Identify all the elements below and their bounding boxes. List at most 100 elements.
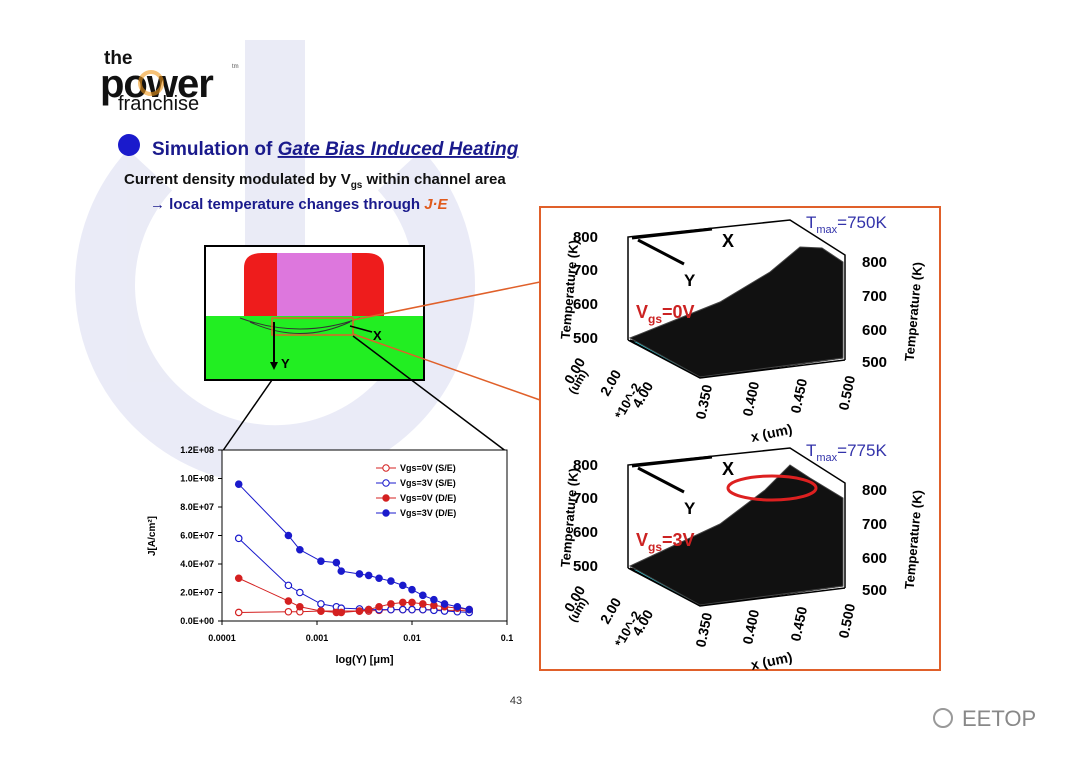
- x-axis-label: log(Y) [μm]: [335, 654, 393, 666]
- vgs-label: Vgs=3V: [636, 530, 695, 554]
- x-tick-label: 0.400: [739, 608, 762, 646]
- logo-top: the: [104, 48, 133, 69]
- x-tick-label: 0.001: [306, 633, 329, 643]
- data-point: [408, 598, 416, 607]
- x-tick-label: 0.450: [787, 377, 810, 415]
- page-number: 43: [510, 695, 522, 707]
- x-tick-label: 0.350: [692, 611, 715, 649]
- data-point: [387, 577, 395, 585]
- z-tick-label: 800: [862, 254, 887, 271]
- z-tick-label: 600: [573, 296, 598, 313]
- y-tick-label: 1.2E+08: [180, 445, 214, 455]
- logo-bottom: franchise: [118, 93, 199, 115]
- line1: Current density modulated by Vgs within …: [124, 171, 506, 191]
- line1-text: Current density modulated by V: [124, 171, 351, 188]
- y-tick-label: 2.0E+07: [180, 588, 214, 598]
- legend-marker: [382, 494, 390, 502]
- wechat-icon: [933, 708, 953, 728]
- surface-axis: [627, 339, 846, 379]
- logo-power-icon: [138, 70, 164, 96]
- z-tick-label: 700: [573, 490, 598, 507]
- surface-mesh: [628, 246, 844, 378]
- legend-label: Vgs=0V (S/E): [400, 463, 456, 473]
- tmax-value: =750K: [837, 213, 887, 232]
- data-point: [296, 588, 304, 597]
- logo-main: power: [100, 62, 213, 106]
- data-point: [234, 574, 243, 583]
- logo-tm: tm: [232, 64, 239, 70]
- z-tick-label: 600: [862, 322, 887, 339]
- x-tick-label: 0.01: [403, 633, 421, 643]
- data-point: [317, 607, 325, 615]
- data-point: [364, 605, 373, 614]
- legend-label: Vgs=3V (S/E): [400, 478, 456, 488]
- data-point: [234, 480, 243, 489]
- surface-frame: [627, 447, 846, 588]
- x-tick-label: 0.1: [501, 633, 514, 643]
- x-tick-label: 0.500: [835, 602, 858, 640]
- data-point: [337, 608, 346, 617]
- data-point: [440, 600, 449, 608]
- line2: → local temperature changes through J·E: [150, 196, 449, 213]
- data-point: [284, 607, 293, 616]
- vgs-prefix: V: [636, 302, 648, 322]
- data-point: [419, 600, 427, 608]
- tmax-label: Tmax=750K: [806, 213, 887, 236]
- zoom-line: [352, 335, 508, 453]
- data-point: [296, 545, 304, 554]
- vgs-value: =3V: [662, 530, 695, 550]
- z-tick-label: 800: [862, 482, 887, 499]
- tmax-sub: max: [816, 224, 837, 236]
- data-point: [408, 605, 416, 614]
- arrow-x-label: X: [722, 459, 734, 479]
- tmax-sub: max: [816, 452, 837, 464]
- vgs-label: Vgs=0V: [636, 302, 695, 326]
- data-point: [332, 558, 341, 567]
- y-tick-label: 1.0E+08: [180, 474, 214, 484]
- y-tick-label: 8.0E+07: [180, 502, 214, 512]
- legend-marker: [382, 479, 390, 487]
- line2-emphasis: J·E: [424, 196, 448, 213]
- data-point: [375, 602, 383, 611]
- zoom-line: [352, 333, 541, 401]
- data-point: [284, 581, 293, 590]
- tmax-prefix: T: [806, 213, 816, 232]
- data-point: [317, 557, 325, 565]
- heading: Simulation of Gate Bias Induced Heating: [152, 139, 519, 160]
- tmax-label: Tmax=775K: [806, 441, 887, 464]
- data-point: [408, 585, 416, 594]
- current-density-chart: 0.0E+00 2.0E+07 4.0E+07 6.0E+07 8.0E+07 1.0E+…: [147, 445, 513, 666]
- data-point: [375, 574, 383, 583]
- z-tick-label: 500: [573, 330, 598, 347]
- legend-label: Vgs=3V (D/E): [400, 508, 456, 518]
- y-axis-label: J[A/cm²]: [147, 516, 158, 556]
- axis-arrow: [637, 238, 685, 266]
- vgs-sub: gs: [648, 540, 662, 554]
- data-point: [234, 534, 243, 543]
- x-tick-label: 0.400: [739, 380, 762, 418]
- axis-arrow: [637, 466, 685, 494]
- vgs-sub: gs: [648, 312, 662, 326]
- tmax-value: =775K: [837, 441, 887, 460]
- watermark-text: EETOP: [962, 706, 1036, 731]
- bullet: [118, 134, 140, 156]
- data-point: [419, 591, 427, 600]
- line1-rest: within channel area: [362, 171, 506, 188]
- arrow-y-label: Y: [684, 499, 696, 518]
- legend-marker: [382, 509, 390, 517]
- zoom-line: [352, 281, 541, 321]
- z-tick-label: 500: [862, 354, 887, 371]
- data-point: [355, 570, 364, 578]
- data-point: [453, 602, 462, 611]
- data-point: [398, 598, 407, 607]
- axis-arrow: [631, 227, 713, 240]
- y-tick-label: 0.0E+00: [180, 616, 214, 626]
- y-tick-label: 4.0E+07: [180, 559, 214, 569]
- data-point: [398, 605, 407, 614]
- zoom-line: [221, 379, 273, 453]
- arrow-y-label: Y: [684, 271, 696, 290]
- z-tick-label: 700: [862, 288, 887, 305]
- cross-section: [204, 245, 425, 381]
- line2-text: → local temperature changes through: [150, 196, 424, 213]
